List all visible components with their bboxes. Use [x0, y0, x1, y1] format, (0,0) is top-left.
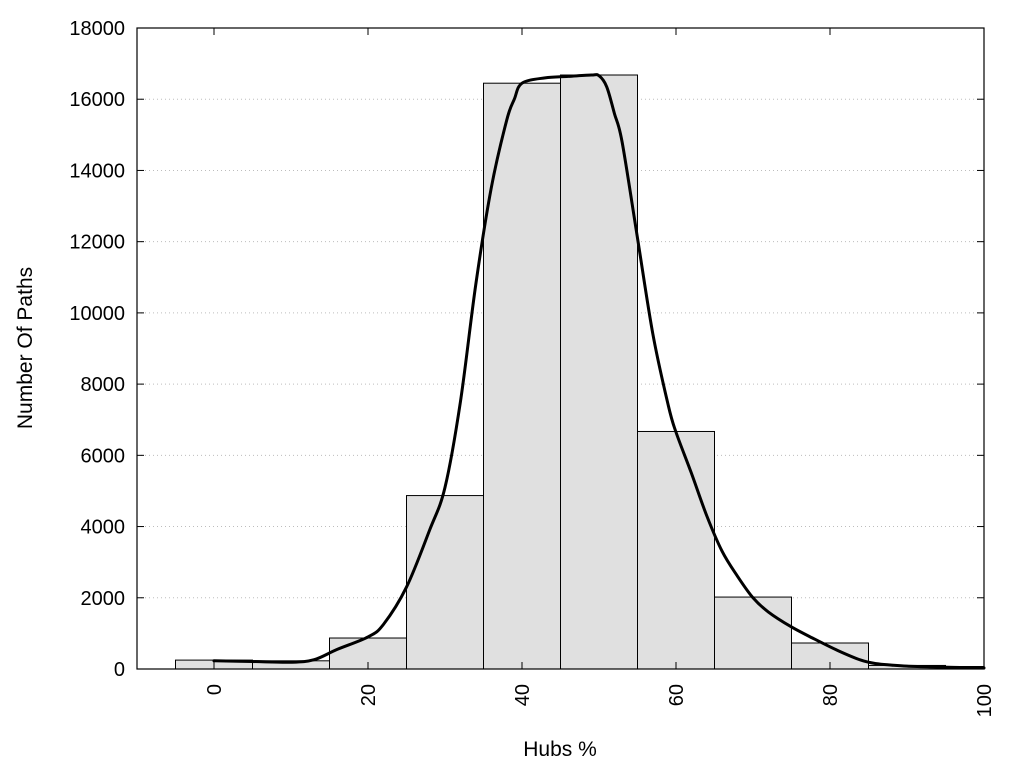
- x-tick-label: 80: [820, 684, 842, 706]
- y-axis-title: Number Of Paths: [14, 267, 37, 429]
- histogram-bar: [714, 596, 792, 670]
- y-tick-label: 16000: [69, 89, 125, 111]
- plot-frame: [136, 27, 985, 670]
- y-axis-ticks: 0 2000 4000 6000 8000 10000 12000 14000 16000 180…: [69, 18, 984, 681]
- x-tick-label: 60: [666, 684, 688, 706]
- histogram-bar: [560, 74, 638, 670]
- y-tick-label: 12000: [69, 232, 125, 254]
- fit-curve: [212, 73, 986, 670]
- histogram-bar: [637, 430, 715, 670]
- y-tick-label: 8000: [81, 374, 126, 396]
- x-tick-label: 20: [358, 684, 380, 706]
- x-tick-label: 0: [204, 684, 226, 695]
- curve-layer: [212, 73, 986, 670]
- y-tick-label: 18000: [69, 18, 125, 40]
- x-axis-title: Hubs %: [523, 738, 597, 761]
- x-tick-label: 100: [974, 684, 996, 717]
- bars-layer: [175, 74, 985, 670]
- y-tick-label: 14000: [69, 160, 125, 182]
- x-axis-ticks: 0 20 40 60 80 100: [204, 28, 996, 717]
- histogram-bar: [406, 495, 484, 670]
- y-tick-label: 0: [114, 659, 125, 681]
- y-tick-label: 2000: [81, 588, 126, 610]
- y-tick-label: 4000: [81, 517, 126, 539]
- y-tick-label: 10000: [69, 303, 125, 325]
- x-tick-label: 40: [512, 684, 534, 706]
- y-tick-label: 6000: [81, 445, 126, 467]
